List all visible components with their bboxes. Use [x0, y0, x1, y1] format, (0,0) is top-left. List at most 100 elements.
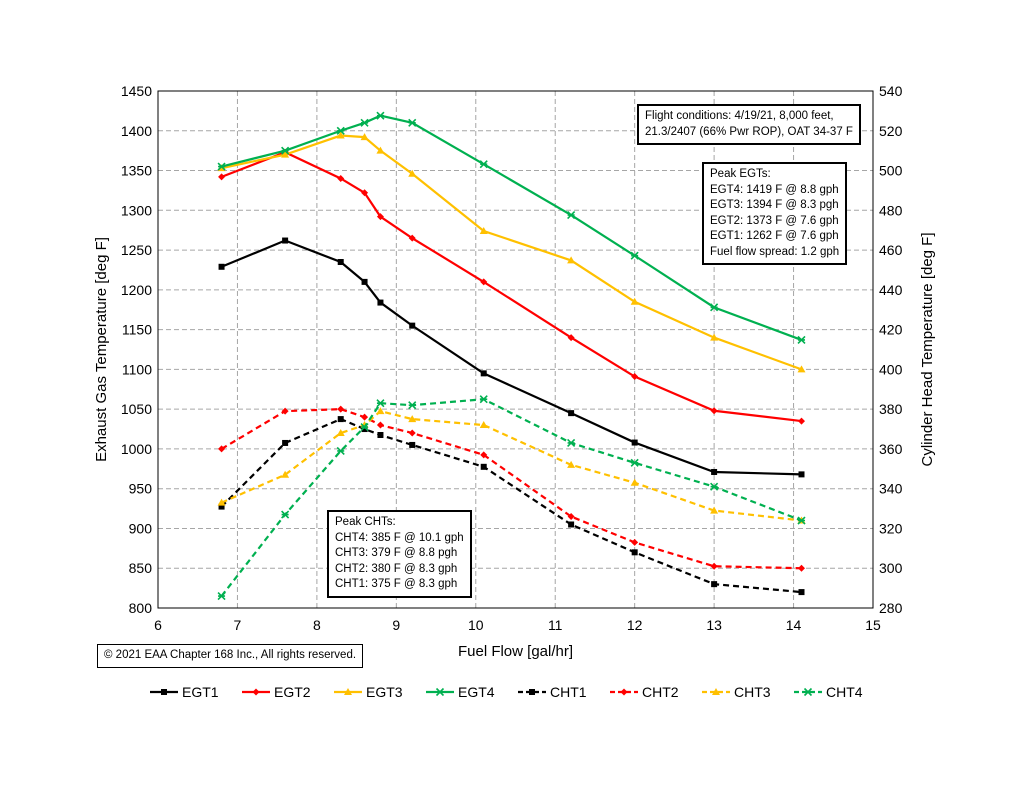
y2-tick-label: 420: [879, 322, 903, 338]
annotation-line: CHT4: 385 F @ 10.1 gph: [335, 531, 464, 544]
legend-marker: [252, 688, 260, 696]
legend-label: EGT3: [366, 684, 403, 700]
data-point: [711, 581, 718, 588]
y2-tick-label: 320: [879, 520, 903, 536]
annotation-line: EGT4: 1419 F @ 8.8 gph: [710, 183, 839, 196]
data-point: [567, 460, 576, 468]
data-point: [376, 146, 385, 154]
annotation-line: CHT2: 380 F @ 8.3 gph: [335, 562, 458, 575]
data-point: [336, 446, 345, 455]
y2-tick-label: 360: [879, 441, 903, 457]
legend-label: CHT3: [734, 684, 771, 700]
y-tick-label: 1250: [121, 242, 152, 258]
data-point: [377, 432, 384, 439]
y2-tick-label: 520: [879, 123, 903, 139]
legend-marker: [803, 687, 813, 697]
data-point: [281, 470, 290, 478]
data-point: [336, 126, 345, 135]
y2-axis-title: Cylinder Head Temperature [deg F]: [919, 232, 936, 466]
y-tick-label: 1150: [122, 322, 152, 338]
data-point: [630, 251, 639, 260]
x-tick-label: 13: [706, 617, 722, 633]
data-point: [361, 413, 369, 421]
data-point: [336, 131, 345, 139]
data-point: [409, 322, 416, 329]
data-point: [376, 111, 385, 120]
legend-marker: [344, 688, 352, 695]
y2-tick-label: 480: [879, 202, 903, 218]
data-point: [281, 510, 290, 519]
y2-tick-label: 500: [879, 163, 903, 179]
series-egt1: [218, 237, 805, 478]
data-point: [217, 592, 226, 601]
y2-tick-label: 340: [879, 481, 903, 497]
data-point: [282, 439, 289, 446]
legend-label: CHT4: [826, 684, 863, 700]
data-point: [479, 421, 488, 429]
data-point: [480, 451, 488, 459]
data-point: [798, 564, 805, 572]
data-point: [337, 259, 344, 266]
plot-frame: [157, 90, 874, 609]
data-point: [480, 370, 487, 377]
data-point: [480, 278, 488, 286]
data-point: [376, 213, 384, 221]
x-tick-label: 11: [548, 617, 563, 633]
data-point: [479, 160, 488, 169]
legend-label: EGT4: [458, 684, 495, 700]
y2-tick-label: 400: [879, 361, 903, 377]
series-egt4: [217, 111, 806, 345]
data-point: [710, 562, 718, 570]
annotation-line: Fuel flow spread: 1.2 gph: [710, 245, 840, 258]
data-point: [630, 297, 639, 305]
data-point: [376, 407, 385, 415]
data-point: [711, 468, 718, 475]
data-point: [281, 146, 290, 155]
y-tick-label: 1000: [121, 441, 152, 457]
y-tick-label: 1050: [121, 401, 152, 417]
series-cht3: [217, 407, 806, 524]
peak-egts-box: Peak EGTs: EGT4: 1419 F @ 8.8 gph EGT3: …: [702, 162, 848, 265]
data-point: [797, 335, 806, 345]
data-point: [408, 429, 416, 437]
data-point: [567, 211, 576, 220]
data-point: [479, 226, 488, 234]
data-point: [710, 407, 718, 415]
series-cht1: [218, 416, 805, 596]
y2-tick-label: 460: [879, 242, 903, 258]
data-point: [218, 503, 225, 510]
x-tick-label: 8: [313, 617, 321, 633]
annotation-line: CHT1: 375 F @ 8.3 gph: [335, 578, 458, 590]
legend-marker: [529, 689, 535, 695]
y-tick-label: 800: [129, 600, 153, 616]
data-point: [218, 173, 226, 181]
data-point: [798, 471, 805, 478]
legend-label: CHT2: [642, 684, 679, 700]
legend: EGT1 EGT2 EGT3 EGT4 CHT1 CHT2 CHT3 CHT4: [150, 684, 863, 700]
y-tick-label: 950: [129, 481, 153, 497]
data-point: [337, 174, 345, 182]
x-tick-label: 7: [234, 617, 242, 633]
x-tick-label: 12: [627, 617, 643, 633]
data-point: [360, 118, 369, 127]
data-point: [567, 334, 575, 342]
y-tick-label: 1200: [121, 282, 152, 298]
y-tick-label: 1450: [121, 83, 152, 99]
data-point: [710, 482, 719, 491]
x-axis-title: Fuel Flow [gal/hr]: [458, 643, 573, 660]
data-point: [217, 162, 226, 171]
data-point: [361, 278, 368, 285]
data-point: [361, 426, 368, 433]
annotation-line: EGT1: 1262 F @ 7.6 gph: [710, 230, 839, 242]
y2-tick-label: 440: [879, 282, 903, 298]
data-point: [408, 169, 417, 177]
series-line: [221, 409, 802, 522]
data-point: [281, 407, 289, 415]
data-point: [408, 234, 416, 242]
data-point: [282, 237, 289, 244]
legend-marker: [620, 688, 628, 696]
data-point: [631, 549, 638, 556]
y-axis-title: Exhaust Gas Temperature [deg F]: [93, 237, 110, 462]
data-point: [567, 256, 576, 264]
data-point: [336, 429, 345, 437]
